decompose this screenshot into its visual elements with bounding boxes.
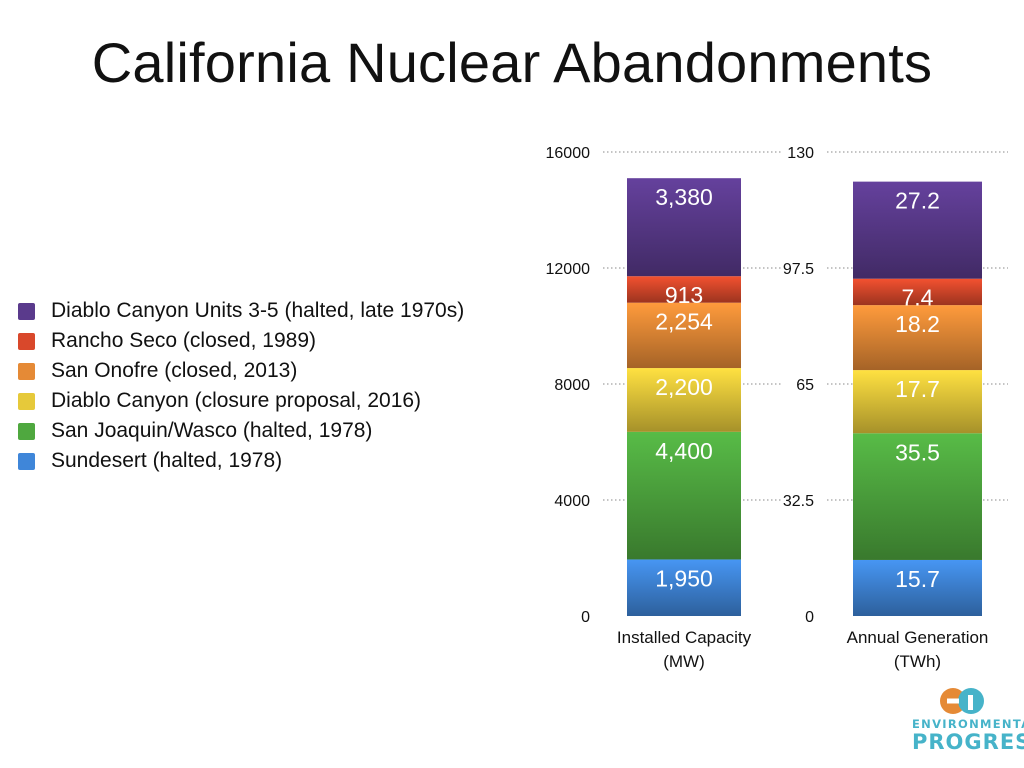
bar-value-label: 913	[665, 282, 703, 308]
legend-swatch	[18, 392, 35, 410]
legend-swatch	[18, 422, 35, 440]
bar-value-label: 27.2	[895, 188, 940, 214]
y-tick-label: 65	[796, 377, 814, 394]
x-axis-label: Installed Capacity	[617, 628, 752, 647]
bar-segment	[853, 305, 982, 371]
bar-value-label: 2,254	[655, 309, 713, 335]
y-tick-label: 130	[787, 145, 814, 162]
bar-value-label: 7.4	[902, 285, 934, 311]
legend-swatch	[18, 332, 35, 350]
logo-line-1: ENVIRONMENTAL	[912, 717, 1024, 731]
bar-segment	[627, 302, 741, 369]
x-axis-label: Annual Generation	[847, 628, 989, 647]
legend-item: San Onofre (closed, 2013)	[18, 356, 464, 386]
bar-segment	[627, 431, 741, 560]
legend-item: Sundesert (halted, 1978)	[18, 446, 464, 476]
y-tick-label: 0	[581, 609, 590, 626]
legend: Diablo Canyon Units 3-5 (halted, late 19…	[18, 296, 464, 476]
legend-label: Rancho Seco (closed, 1989)	[51, 329, 316, 352]
ep-logo-icon	[940, 688, 984, 714]
bar-segment	[627, 559, 741, 616]
bar-value-label: 4,400	[655, 438, 713, 464]
bar-segment	[627, 178, 741, 277]
y-tick-label: 8000	[554, 377, 590, 394]
bar-segment	[853, 559, 982, 616]
y-tick-label: 16000	[546, 145, 591, 162]
legend-label: Diablo Canyon (closure proposal, 2016)	[51, 389, 422, 412]
x-axis-label: (MW)	[663, 652, 705, 671]
y-tick-label: 32.5	[783, 493, 814, 510]
legend-label: Diablo Canyon Units 3-5 (halted, late 19…	[51, 299, 465, 322]
bar-value-label: 18.2	[895, 311, 940, 337]
bar-value-label: 35.5	[895, 439, 940, 465]
legend-label: San Joaquin/Wasco (halted, 1978)	[51, 419, 373, 442]
y-tick-label: 12000	[546, 261, 591, 278]
bar-segment	[627, 276, 741, 303]
legend-item: Diablo Canyon Units 3-5 (halted, late 19…	[18, 296, 464, 326]
legend-swatch	[18, 452, 35, 470]
legend-item: San Joaquin/Wasco (halted, 1978)	[18, 416, 464, 446]
bar-segment	[853, 370, 982, 434]
bar-value-label: 17.7	[895, 376, 940, 402]
legend-label: Sundesert (halted, 1978)	[51, 449, 283, 472]
legend-item: Diablo Canyon (closure proposal, 2016)	[18, 386, 464, 416]
bar-segment	[853, 433, 982, 560]
bar-value-label: 2,200	[655, 374, 713, 400]
legend-item: Rancho Seco (closed, 1989)	[18, 326, 464, 356]
bar-value-label: 15.7	[895, 566, 940, 592]
y-tick-label: 97.5	[783, 261, 814, 278]
bar-segment	[853, 181, 982, 279]
slide-title: California Nuclear Abandonments	[91, 31, 933, 94]
bar-value-label: 3,380	[655, 184, 713, 210]
legend-swatch	[18, 302, 35, 320]
bar-segment	[853, 278, 982, 306]
x-axis-label: (TWh)	[894, 652, 941, 671]
bar-segment	[627, 368, 741, 432]
y-tick-label: 4000	[554, 493, 590, 510]
environmental-progress-logo: ENVIRONMENTAL PROGRESS	[912, 686, 1024, 754]
bar-value-label: 1,950	[655, 565, 713, 591]
legend-label: San Onofre (closed, 2013)	[51, 359, 298, 382]
logo-line-2: PROGRESS	[912, 730, 1024, 754]
y-tick-label: 0	[805, 609, 814, 626]
legend-swatch	[18, 362, 35, 380]
